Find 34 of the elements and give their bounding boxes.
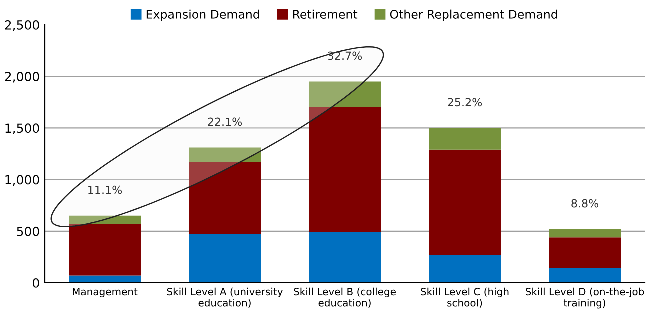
bar xyxy=(69,276,141,283)
y-tick-label: 0 xyxy=(33,278,40,288)
bar xyxy=(189,162,261,234)
annotation: 11.1% xyxy=(88,186,122,194)
legend-label: Retirement xyxy=(293,10,358,19)
y-tick-label: 500 xyxy=(17,226,40,236)
bar xyxy=(309,82,381,108)
annotation: 22.1% xyxy=(208,118,242,126)
legend-label: Other Replacement Demand xyxy=(390,10,558,22)
bar xyxy=(429,150,501,256)
y-tick-label: 2,500 xyxy=(5,20,40,32)
x-tick-label: Skill Level C (high school) xyxy=(421,288,509,308)
bar xyxy=(309,108,381,232)
bar xyxy=(549,268,621,283)
x-tick-label: Management xyxy=(73,288,138,298)
bar xyxy=(69,224,141,276)
bar xyxy=(549,229,621,238)
annotation: 32.7% xyxy=(328,52,362,60)
bar xyxy=(549,238,621,269)
bar xyxy=(69,216,141,224)
bar xyxy=(429,128,501,150)
bar xyxy=(189,148,261,162)
bar xyxy=(429,255,501,283)
legend-label: Expansion Demand xyxy=(146,10,260,22)
y-tick-label: 1,000 xyxy=(6,175,40,186)
x-tick-label: Skill Level B (college education) xyxy=(294,288,396,308)
bar xyxy=(309,232,381,283)
annotation: 8.8% xyxy=(572,199,598,208)
x-tick-label: Skill Level D (on-the-job training) xyxy=(526,288,644,309)
y-tick-label: 2,000 xyxy=(5,72,40,83)
bar xyxy=(189,234,261,283)
annotation: 25.2% xyxy=(448,98,482,107)
x-tick-label: Skill Level A (university education) xyxy=(167,288,284,308)
y-tick-label: 1,500 xyxy=(6,124,40,134)
